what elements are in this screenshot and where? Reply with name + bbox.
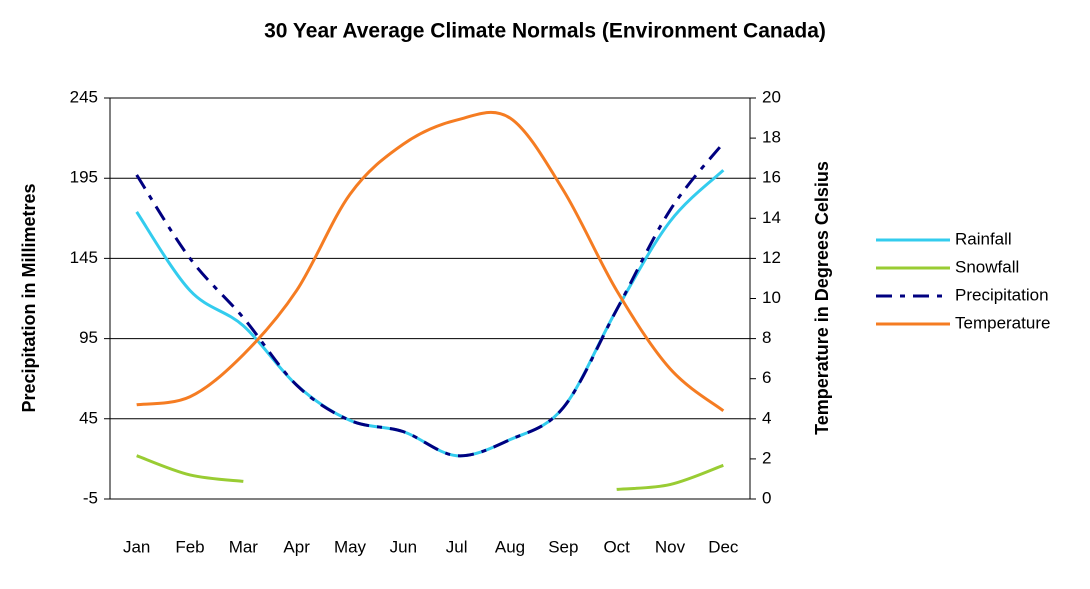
y-tick-label: 45 — [79, 408, 98, 427]
legend-label: Precipitation — [955, 285, 1049, 304]
x-tick-label: May — [334, 537, 367, 556]
y-tick-label: 195 — [70, 168, 98, 187]
x-tick-label: Mar — [229, 537, 259, 556]
series-line — [136, 454, 724, 491]
x-tick-label: Jan — [123, 537, 150, 556]
y2-tick-label: 8 — [762, 328, 771, 347]
y2-tick-label: 16 — [762, 168, 781, 187]
x-tick-label: Nov — [655, 537, 686, 556]
chart-title: 30 Year Average Climate Normals (Environ… — [264, 20, 826, 43]
x-tick-label: Dec — [708, 537, 739, 556]
legend-label: Temperature — [955, 313, 1050, 332]
legend-label: Snowfall — [955, 257, 1019, 276]
legend-label: Rainfall — [955, 229, 1012, 248]
y2-tick-label: 18 — [762, 128, 781, 147]
series-line — [135, 169, 725, 458]
y2-tick-label: 4 — [762, 408, 771, 427]
y2-tick-label: 12 — [762, 248, 781, 267]
y-tick-label: 245 — [70, 87, 98, 106]
x-tick-label: Apr — [283, 537, 310, 556]
y2-tick-label: 2 — [762, 448, 771, 467]
y2-tick-label: 0 — [762, 488, 771, 507]
y-tick-label: 145 — [70, 248, 98, 267]
y-tick-label: -5 — [83, 488, 98, 507]
series-line — [136, 110, 725, 412]
y2-tick-label: 6 — [762, 368, 771, 387]
x-tick-label: Jul — [446, 537, 468, 556]
y2-tick-label: 10 — [762, 288, 781, 307]
x-tick-label: Aug — [495, 537, 525, 556]
x-tick-label: Oct — [603, 537, 630, 556]
x-tick-label: Sep — [548, 537, 578, 556]
x-tick-label: Jun — [390, 537, 417, 556]
y2-tick-label: 20 — [762, 87, 781, 106]
y-axis-title: Precipitation in Millimetres — [19, 183, 39, 412]
y2-axis-title: Temperature in Degrees Celsius — [812, 161, 832, 435]
y-tick-label: 95 — [79, 328, 98, 347]
y2-tick-label: 14 — [762, 208, 781, 227]
series-line — [135, 141, 725, 458]
x-tick-label: Feb — [175, 537, 204, 556]
